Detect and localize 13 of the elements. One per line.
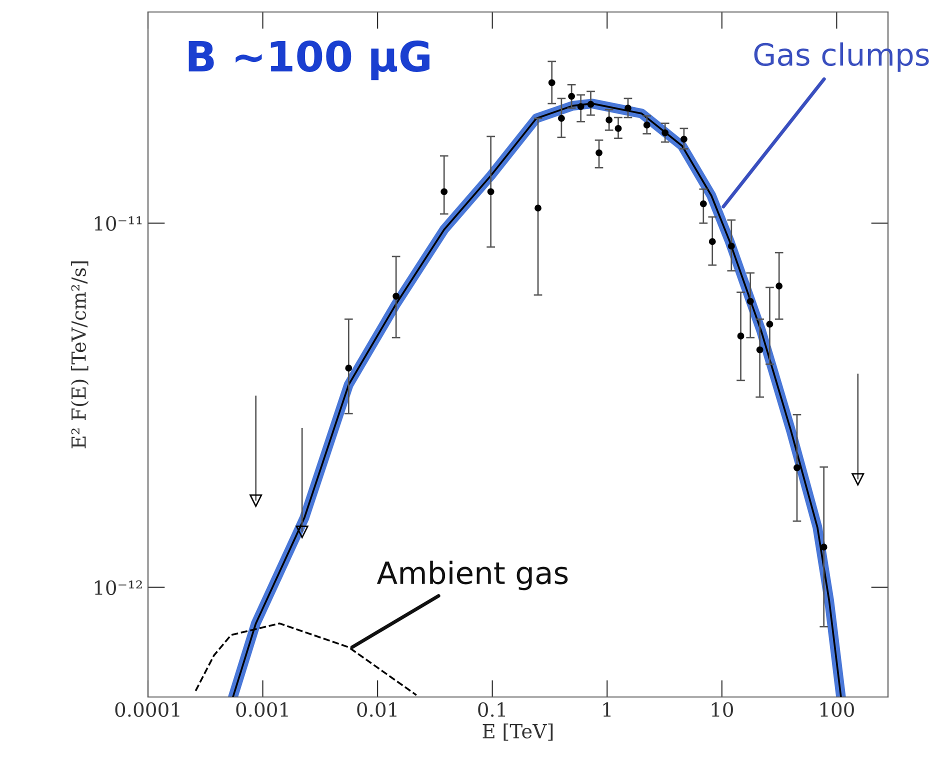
x-tick-label: 10 <box>712 702 733 717</box>
y-tick-label: 10⁻¹¹ <box>94 216 142 231</box>
y-tick-label: 10⁻¹² <box>94 580 142 596</box>
annotation: Ambient gas <box>376 560 568 590</box>
x-tick-label: 1 <box>603 702 611 717</box>
x-tick-label: 0.0001 <box>115 702 180 717</box>
x-tick-label: 0.01 <box>357 702 396 717</box>
y-axis-title: E² F(E) [TeV/cm²/s] <box>70 261 89 448</box>
x-axis-title: E [TeV] <box>482 723 553 741</box>
annotation: B ~100 μG <box>188 40 430 80</box>
x-tick-label: 0.001 <box>236 702 288 717</box>
x-tick-label: 100 <box>820 702 854 717</box>
x-tick-label: 0.1 <box>478 702 506 717</box>
